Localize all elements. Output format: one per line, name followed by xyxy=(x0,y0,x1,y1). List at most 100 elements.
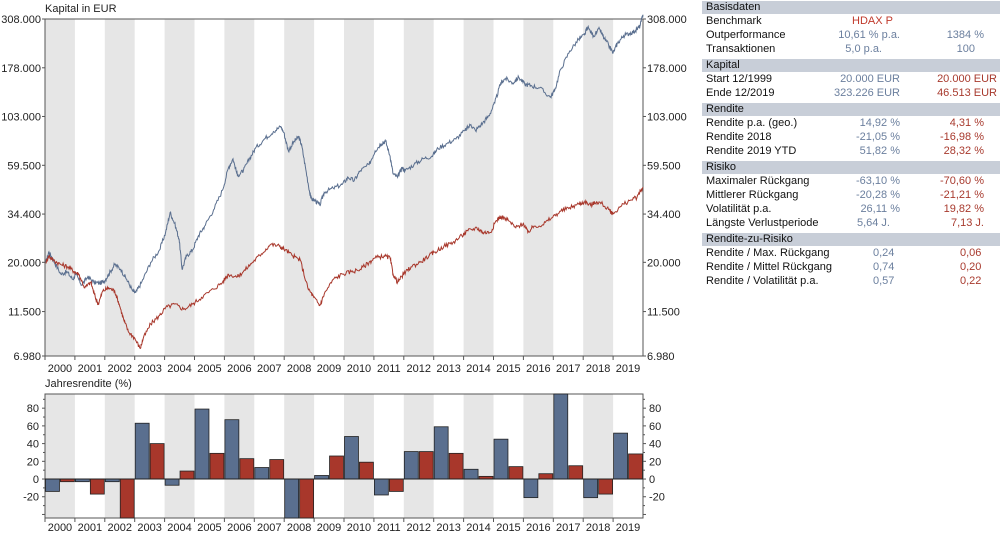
benchmark-value: -70,60 % xyxy=(939,175,984,187)
benchmark-value: 0,06 xyxy=(960,247,982,259)
benchmark-bar xyxy=(299,478,314,519)
x-tick-label: 2018 xyxy=(586,522,610,533)
y-tick-label-left: 80 xyxy=(27,403,39,415)
row-volatilitaet: Volatilität p.a. 26,11 % 19,82 % xyxy=(702,202,1000,216)
benchmark-bar xyxy=(119,478,135,519)
row-label: Maximaler Rückgang xyxy=(706,175,810,187)
portfolio-bar xyxy=(194,408,210,480)
portfolio-bar xyxy=(493,438,509,480)
x-tick-label: 2002 xyxy=(108,363,132,375)
portfolio-value: 5,64 J. xyxy=(856,217,890,229)
row-rendite-max-rueckgang: Rendite / Max. Rückgang 0,24 0,06 xyxy=(702,246,1000,260)
x-tick-label: 2007 xyxy=(257,363,281,375)
x-tick-label: 2017 xyxy=(556,363,580,375)
benchmark-value: 1384 % xyxy=(946,29,984,41)
year-band xyxy=(344,19,374,356)
year-band xyxy=(224,19,255,356)
x-tick-label: 2019 xyxy=(616,363,640,375)
year-band xyxy=(583,19,614,356)
y-tick-label-left: 11.500 xyxy=(8,307,41,319)
portfolio-value: -63,10 % xyxy=(855,175,900,187)
portfolio-line xyxy=(45,14,644,294)
y-tick-label-left: 59.500 xyxy=(7,160,41,172)
x-tick-label: 2008 xyxy=(287,522,311,533)
x-tick-label: 2001 xyxy=(78,363,102,375)
y-tick-label-left: 34.400 xyxy=(7,209,41,221)
benchmark-line xyxy=(45,186,644,349)
portfolio-bar xyxy=(45,478,60,492)
portfolio-value: 0,57 xyxy=(873,275,895,287)
x-tick-label: 2010 xyxy=(347,522,371,533)
row-label: Mittlerer Rückgang xyxy=(706,189,799,201)
benchmark-bar xyxy=(89,478,105,495)
benchmark-value: -21,21 % xyxy=(939,189,984,201)
y-tick-label-left: 0 xyxy=(33,474,39,486)
portfolio-value: 0,74 xyxy=(873,261,895,273)
y-tick-label-right: -20 xyxy=(649,492,665,504)
benchmark-value: 0,20 xyxy=(960,261,982,273)
portfolio-bar xyxy=(403,451,419,480)
row-label: Start 12/1999 xyxy=(706,73,773,85)
x-tick-label: 2002 xyxy=(108,522,132,533)
row-rendite-pa: Rendite p.a. (geo.) 14,92 % 4,31 % xyxy=(702,116,1000,130)
x-tick-label: 2019 xyxy=(616,522,640,533)
x-tick-label: 2013 xyxy=(436,522,460,533)
year-band xyxy=(164,394,195,518)
benchmark-bar xyxy=(388,478,404,492)
portfolio-bar xyxy=(553,393,569,480)
y-tick-label-left: 308.000 xyxy=(1,14,41,26)
x-tick-label: 2000 xyxy=(48,363,72,375)
x-tick-label: 2014 xyxy=(466,522,490,533)
portfolio-value: 0,24 xyxy=(873,247,895,259)
row-label: Rendite 2018 xyxy=(706,131,772,143)
x-tick-label: 2013 xyxy=(436,363,460,375)
x-tick-label: 2003 xyxy=(137,363,161,375)
year-band xyxy=(403,19,434,356)
y-tick-label-right: 178.000 xyxy=(647,63,687,75)
x-tick-label: 2011 xyxy=(377,522,401,533)
row-start: Start 12/1999 20.000 EUR 20.000 EUR xyxy=(702,72,1000,86)
stats-panel: Basisdaten Benchmark HDAX P Outperforman… xyxy=(702,0,1000,288)
y-tick-label-left: 6.980 xyxy=(13,351,41,363)
bar-chart-title: Jahresrendite (%) xyxy=(45,378,132,390)
benchmark-bar xyxy=(418,451,434,480)
x-tick-label: 2012 xyxy=(407,363,431,375)
portfolio-value: 5,0 p.a. xyxy=(845,43,882,55)
row-ende: Ende 12/2019 323.226 EUR 46.513 EUR xyxy=(702,86,1000,100)
x-tick-label: 2003 xyxy=(137,522,161,533)
benchmark-bar xyxy=(269,459,285,480)
y-tick-label-right: 60 xyxy=(649,421,661,433)
benchmark-bar xyxy=(209,452,225,480)
portfolio-bar xyxy=(523,478,539,499)
benchmark-bar xyxy=(508,466,524,480)
x-tick-label: 2007 xyxy=(257,522,281,533)
portfolio-bar xyxy=(373,478,389,496)
section-basisdaten: Basisdaten xyxy=(702,1,1000,14)
benchmark-value: 20.000 EUR xyxy=(937,73,997,85)
portfolio-bar xyxy=(164,478,180,486)
x-tick-label: 2009 xyxy=(317,363,341,375)
section-risiko: Risiko xyxy=(702,161,1000,174)
portfolio-value: 51,82 % xyxy=(859,145,900,157)
portfolio-bar xyxy=(583,478,599,499)
x-tick-label: 2012 xyxy=(407,522,431,533)
x-tick-label: 2004 xyxy=(167,363,191,375)
portfolio-bar xyxy=(134,422,150,480)
benchmark-value: 46.513 EUR xyxy=(937,87,997,99)
y-tick-label-left: 103.000 xyxy=(1,111,41,123)
y-tick-label-left: 20.000 xyxy=(7,257,41,269)
portfolio-bar xyxy=(224,419,240,480)
portfolio-bar xyxy=(254,467,270,480)
x-tick-label: 2017 xyxy=(556,522,580,533)
row-rendite-mittel-rueckgang: Rendite / Mittel Rückgang 0,74 0,20 xyxy=(702,260,1000,274)
benchmark-bar xyxy=(329,455,344,480)
x-tick-label: 2015 xyxy=(496,363,520,375)
y-tick-label-right: 34.400 xyxy=(647,209,681,221)
y-tick-label-right: 103.000 xyxy=(647,111,687,123)
x-tick-label: 2000 xyxy=(48,522,72,533)
row-label: Benchmark xyxy=(706,15,762,27)
section-kapital: Kapital xyxy=(702,59,1000,72)
x-tick-label: 2016 xyxy=(526,363,550,375)
benchmark-bar xyxy=(179,470,195,480)
